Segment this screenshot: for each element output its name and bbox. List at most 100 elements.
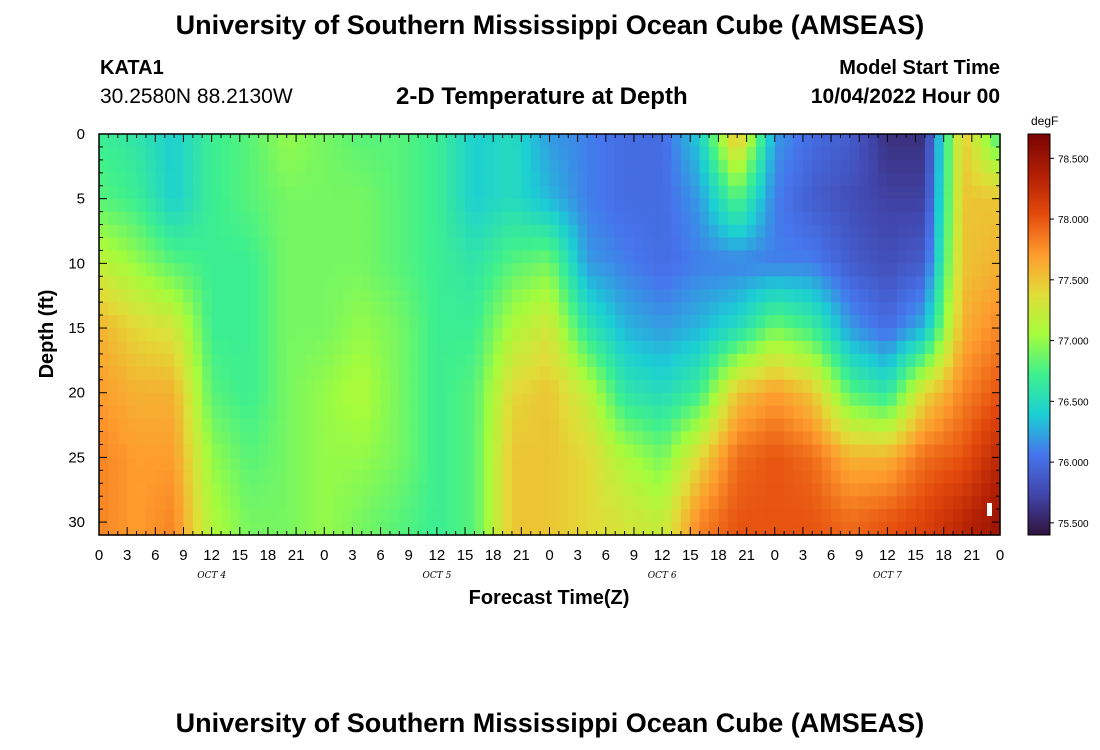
- heatmap-cell: [849, 444, 860, 458]
- heatmap-cell: [418, 405, 429, 420]
- heatmap-cell: [549, 276, 560, 290]
- heatmap-cell: [671, 340, 682, 355]
- heatmap-cell: [145, 405, 156, 420]
- heatmap-cell: [202, 276, 213, 290]
- heatmap-cell: [155, 159, 166, 174]
- heatmap-cell: [906, 328, 917, 342]
- heatmap-cell: [990, 366, 1001, 381]
- heatmap-cell: [502, 211, 513, 226]
- heatmap-cell: [765, 444, 776, 458]
- heatmap-cell: [643, 250, 654, 264]
- heatmap-cell: [474, 431, 485, 446]
- heatmap-cell: [774, 509, 785, 523]
- heatmap-cell: [896, 172, 907, 187]
- heatmap-cell: [202, 379, 213, 394]
- heatmap-cell: [746, 483, 757, 497]
- heatmap-cell: [540, 366, 551, 381]
- heatmap-cell: [493, 457, 504, 471]
- heatmap-cell: [511, 509, 522, 523]
- heatmap-cell: [605, 418, 616, 433]
- heatmap-cell: [774, 379, 785, 394]
- heatmap-cell: [267, 198, 278, 213]
- heatmap-cell: [277, 379, 288, 394]
- heatmap-cell: [483, 289, 494, 303]
- heatmap-cell: [333, 198, 344, 213]
- heatmap-cell: [821, 302, 832, 316]
- y-tick-label: 0: [77, 126, 85, 143]
- heatmap-cell: [211, 418, 222, 433]
- heatmap-cell: [859, 353, 870, 368]
- colorbar-tick-label: 78.500: [1058, 154, 1089, 165]
- heatmap-cell: [558, 250, 569, 264]
- heatmap-cell: [849, 392, 860, 407]
- heatmap-cell: [343, 134, 354, 148]
- heatmap-cell: [192, 405, 203, 420]
- heatmap-cell: [840, 134, 851, 148]
- heatmap-cell: [896, 198, 907, 213]
- heatmap-cell: [887, 366, 898, 381]
- heatmap-cell: [99, 405, 109, 420]
- heatmap-cell: [455, 211, 466, 226]
- heatmap-cell: [314, 263, 325, 277]
- heatmap-cell: [192, 328, 203, 342]
- heatmap-cell: [934, 366, 945, 381]
- heatmap-cell: [831, 457, 842, 471]
- heatmap-cell: [943, 185, 954, 200]
- heatmap-cell: [587, 289, 598, 303]
- heatmap-cell: [446, 470, 457, 484]
- heatmap-cell: [793, 483, 804, 497]
- heatmap-cell: [258, 496, 269, 510]
- heatmap-cell: [427, 496, 438, 510]
- heatmap-cell: [971, 522, 982, 536]
- heatmap-cell: [305, 276, 316, 290]
- heatmap-cell: [333, 289, 344, 303]
- heatmap-cell: [108, 237, 119, 252]
- heatmap-cell: [530, 146, 541, 161]
- heatmap-cell: [802, 185, 813, 200]
- heatmap-cell: [859, 134, 870, 148]
- heatmap-cell: [211, 185, 222, 200]
- heatmap-cell: [915, 366, 926, 381]
- heatmap-cell: [868, 315, 879, 329]
- heatmap-cell: [108, 405, 119, 420]
- heatmap-cell: [568, 237, 579, 252]
- heatmap-cell: [474, 496, 485, 510]
- heatmap-cell: [765, 289, 776, 303]
- heatmap-cell: [352, 315, 363, 329]
- heatmap-cell: [605, 431, 616, 446]
- heatmap-cell: [868, 211, 879, 226]
- heatmap-cell: [380, 366, 391, 381]
- heatmap-cell: [145, 353, 156, 368]
- heatmap-cell: [502, 263, 513, 277]
- heatmap-cell: [164, 496, 175, 510]
- heatmap-cell: [389, 315, 400, 329]
- heatmap-cell: [727, 172, 738, 187]
- heatmap-cell: [211, 263, 222, 277]
- heatmap-cell: [389, 146, 400, 161]
- heatmap-cell: [314, 315, 325, 329]
- heatmap-cell: [164, 134, 175, 148]
- heatmap-cell: [361, 405, 372, 420]
- heatmap-cell: [211, 353, 222, 368]
- heatmap-cell: [831, 224, 842, 239]
- heatmap-cell: [99, 211, 109, 226]
- heatmap-cell: [915, 353, 926, 368]
- heatmap-cell: [549, 457, 560, 471]
- heatmap-cell: [343, 340, 354, 355]
- heatmap-cell: [906, 431, 917, 446]
- heatmap-cell: [343, 146, 354, 161]
- heatmap-cell: [258, 392, 269, 407]
- heatmap-cell: [906, 366, 917, 381]
- heatmap-cell: [596, 470, 607, 484]
- heatmap-cell: [343, 392, 354, 407]
- heatmap-cell: [183, 289, 194, 303]
- heatmap-cell: [324, 250, 335, 264]
- heatmap-cell: [117, 159, 128, 174]
- heatmap-cell: [765, 509, 776, 523]
- heatmap-cell: [943, 405, 954, 420]
- heatmap-cell: [953, 315, 964, 329]
- heatmap-cell: [577, 444, 588, 458]
- heatmap-cell: [755, 198, 766, 213]
- heatmap-cell: [962, 211, 973, 226]
- heatmap-cell: [249, 470, 260, 484]
